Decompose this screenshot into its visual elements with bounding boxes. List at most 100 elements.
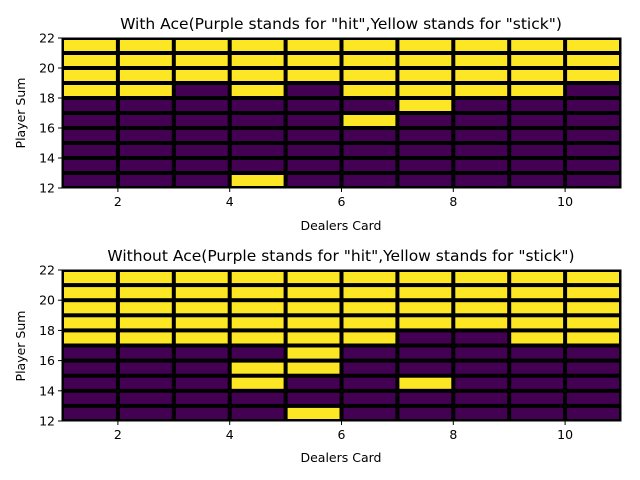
y-axis-ticks: 12 14 16 18 20 22 xyxy=(39,263,62,429)
heatmap-cell xyxy=(231,287,284,299)
heatmap-cell xyxy=(175,160,228,171)
y-tick-label: 18 xyxy=(39,91,55,106)
heatmap-cell xyxy=(399,40,452,51)
heatmap-cell xyxy=(343,392,396,404)
heatmap-cell xyxy=(231,392,284,404)
heatmap-cell xyxy=(511,100,564,111)
heatmap-cell xyxy=(119,85,172,96)
heatmap-cell xyxy=(511,302,564,314)
y-tick-label: 14 xyxy=(39,151,55,166)
heatmap-cell xyxy=(119,332,172,344)
heatmap-cell xyxy=(567,70,619,81)
heatmap-cell xyxy=(343,362,396,374)
heatmap-cell xyxy=(567,392,619,404)
heatmap-cell xyxy=(511,40,564,51)
x-tick-label: 10 xyxy=(557,194,573,209)
y-tick-label: 22 xyxy=(39,31,55,46)
heatmap-cell xyxy=(175,100,228,111)
heatmap-cell xyxy=(511,362,564,374)
heatmap-cell xyxy=(287,175,340,186)
x-axis-label: Dealers Card xyxy=(300,218,381,233)
heatmap-cell xyxy=(64,130,116,141)
heatmap-cell xyxy=(64,145,116,156)
heatmap-cell xyxy=(287,55,340,66)
heatmap-cell xyxy=(567,272,619,284)
heatmap-cell xyxy=(455,145,508,156)
heatmap-cell xyxy=(399,160,452,171)
heatmap-cell xyxy=(119,130,172,141)
heatmap-cell xyxy=(119,362,172,374)
heatmap-cell xyxy=(64,392,116,404)
heatmap-cells xyxy=(62,270,621,421)
heatmap-cell xyxy=(455,40,508,51)
heatmap-cell xyxy=(119,287,172,299)
heatmap-cell xyxy=(231,130,284,141)
heatmap-cell xyxy=(455,55,508,66)
y-axis-ticks: 12 14 16 18 20 22 xyxy=(39,31,62,196)
heatmap-cell xyxy=(119,392,172,404)
heatmap-cell xyxy=(511,145,564,156)
heatmap-cell xyxy=(231,55,284,66)
heatmap-cell xyxy=(567,317,619,329)
heatmap-cell xyxy=(231,362,284,374)
heatmap-cell xyxy=(399,347,452,359)
heatmap-cell xyxy=(175,85,228,96)
heatmap-cell xyxy=(343,100,396,111)
heatmap-cell xyxy=(511,407,564,419)
x-tick-label: 4 xyxy=(226,194,234,209)
chart-with-ace: With Ace(Purple stands for "hit",Yellow … xyxy=(13,15,622,233)
y-tick-label: 20 xyxy=(39,293,55,308)
heatmap-cell xyxy=(231,175,284,186)
heatmap-cell xyxy=(287,407,340,419)
heatmap-cell xyxy=(511,332,564,344)
heatmap-cell xyxy=(399,407,452,419)
heatmap-cell xyxy=(343,407,396,419)
heatmap-cell xyxy=(567,377,619,389)
heatmap-cell xyxy=(343,175,396,186)
heatmap-cell xyxy=(175,377,228,389)
heatmap-cell xyxy=(343,145,396,156)
heatmap-cell xyxy=(567,362,619,374)
heatmap-cell xyxy=(399,175,452,186)
heatmap-cell xyxy=(64,347,116,359)
heatmap-cell xyxy=(511,175,564,186)
heatmap-cell xyxy=(175,175,228,186)
heatmap-cell xyxy=(231,85,284,96)
y-tick-label: 14 xyxy=(39,383,55,398)
heatmap-cell xyxy=(343,160,396,171)
heatmap-cell xyxy=(455,332,508,344)
heatmap-cell xyxy=(455,160,508,171)
chart-title: With Ace(Purple stands for "hit",Yellow … xyxy=(120,15,562,33)
heatmap-cell xyxy=(455,130,508,141)
heatmap-cell xyxy=(119,160,172,171)
heatmap-cell xyxy=(343,55,396,66)
heatmap-cell xyxy=(343,40,396,51)
heatmap-cell xyxy=(399,362,452,374)
heatmap-cell xyxy=(399,317,452,329)
heatmap-cell xyxy=(399,130,452,141)
heatmap-cell xyxy=(567,347,619,359)
heatmap-cell xyxy=(567,100,619,111)
heatmap-cell xyxy=(175,392,228,404)
heatmap-cell xyxy=(567,145,619,156)
heatmap-cell xyxy=(511,160,564,171)
heatmap-cell xyxy=(399,100,452,111)
heatmap-cell xyxy=(175,302,228,314)
heatmap-cell xyxy=(343,317,396,329)
heatmap-cell xyxy=(175,407,228,419)
chart-title: Without Ace(Purple stands for "hit",Yell… xyxy=(107,247,574,265)
heatmap-cell xyxy=(287,40,340,51)
heatmap-cell xyxy=(231,407,284,419)
heatmap-cell xyxy=(455,287,508,299)
heatmap-cell xyxy=(119,115,172,126)
heatmap-cell xyxy=(119,175,172,186)
heatmap-cell xyxy=(455,392,508,404)
heatmap-cell xyxy=(231,100,284,111)
heatmap-cell xyxy=(287,100,340,111)
heatmap-cell xyxy=(511,272,564,284)
heatmap-cell xyxy=(399,377,452,389)
heatmap-cell xyxy=(175,287,228,299)
heatmap-cell xyxy=(511,347,564,359)
heatmap-cell xyxy=(64,100,116,111)
